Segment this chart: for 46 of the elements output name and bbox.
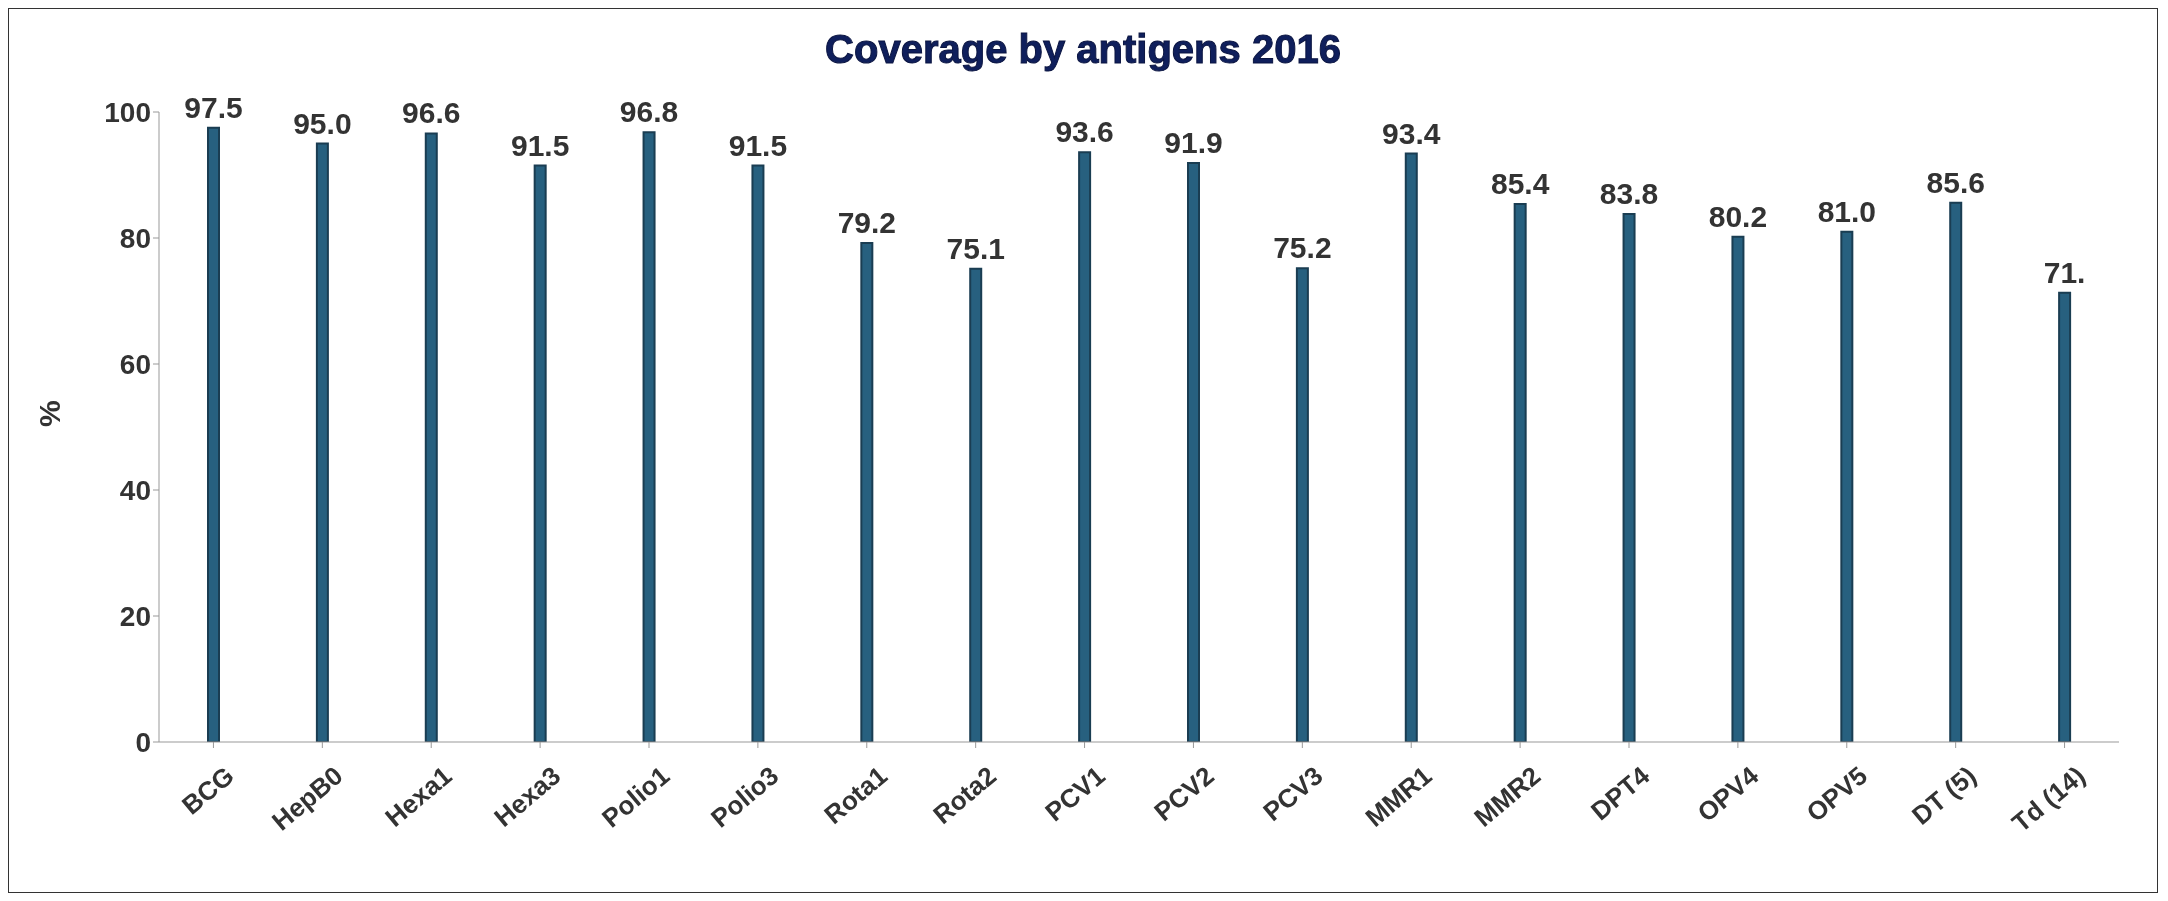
y-axis-title: % <box>32 400 66 427</box>
data-label: 97.5 <box>184 90 243 124</box>
bar <box>1622 213 1636 742</box>
data-label: 96.8 <box>619 95 679 129</box>
bar <box>1404 152 1418 742</box>
data-label: 79.2 <box>837 206 897 240</box>
data-label: 96.6 <box>402 96 461 130</box>
data-label: 91.5 <box>728 128 788 162</box>
bar <box>207 126 220 742</box>
y-tick-label: 60 <box>119 348 151 380</box>
x-tick-label: Td (14) <box>2006 760 2091 839</box>
bar <box>969 267 983 742</box>
bar <box>1513 202 1527 742</box>
data-label: 93.4 <box>1382 116 1441 150</box>
x-tick-label: DT (5) <box>1906 760 1982 831</box>
data-label: 91.9 <box>1164 126 1223 160</box>
data-label: 80.2 <box>1708 199 1768 233</box>
data-label: 91.5 <box>510 128 570 162</box>
data-label: 85.4 <box>1490 166 1550 200</box>
bar <box>1295 267 1309 742</box>
y-tick-label: 100 <box>104 96 151 128</box>
data-label: 75.1 <box>946 231 1005 265</box>
y-tick-label: 80 <box>119 222 151 254</box>
data-label: 83.8 <box>1599 177 1659 211</box>
data-label: 95.0 <box>293 106 352 140</box>
data-label: 75.2 <box>1273 231 1332 265</box>
bar <box>1078 151 1092 742</box>
chart-title: Coverage by antigens 2016 <box>824 27 1342 72</box>
bar <box>1731 235 1745 742</box>
bar <box>315 142 329 742</box>
y-tick-label: 0 <box>135 726 151 758</box>
y-tick-label: 20 <box>119 600 151 632</box>
bar <box>1840 230 1854 742</box>
y-tick-label: 40 <box>119 474 151 506</box>
data-label: 85.6 <box>1926 165 1985 199</box>
bar <box>424 132 438 742</box>
data-label: 93.6 <box>1055 115 1114 149</box>
bar <box>1187 162 1200 742</box>
data-label: 71. <box>2043 255 2086 289</box>
bar <box>642 131 656 742</box>
bar <box>533 164 547 742</box>
bar <box>860 242 874 742</box>
bar <box>751 164 765 742</box>
bar <box>2058 291 2072 742</box>
bar <box>1949 201 1963 742</box>
data-label: 81.0 <box>1817 194 1877 228</box>
